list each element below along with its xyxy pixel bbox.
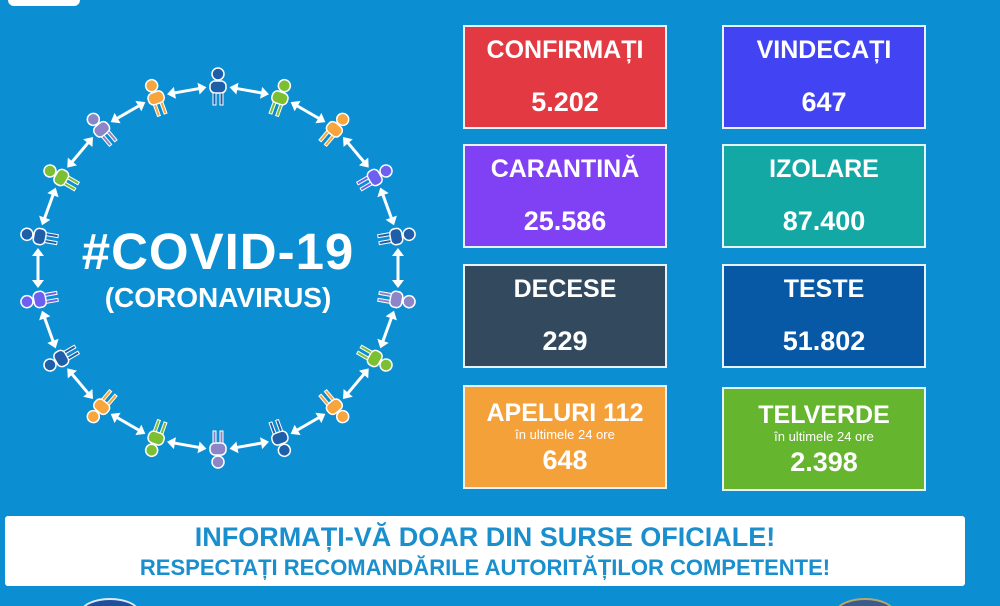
card-value: 2.398	[790, 446, 858, 477]
card-label: APELURI 112	[486, 398, 644, 427]
card-value: 87.400	[782, 206, 866, 236]
card-value: 647	[801, 87, 847, 117]
double-arrow-icon	[167, 82, 207, 99]
card-value: 648	[542, 444, 588, 475]
person-icon	[377, 290, 416, 309]
card-teste: TESTE 51.802	[722, 264, 926, 368]
card-confirmati: CONFIRMAȚI 5.202	[463, 25, 667, 129]
double-arrow-icon	[377, 310, 397, 349]
double-arrow-icon	[290, 100, 326, 124]
person-icon	[209, 430, 227, 469]
card-izolare: IZOLARE 87.400	[722, 144, 926, 248]
card-label: CARANTINĂ	[490, 155, 640, 183]
right-emblem-icon	[835, 598, 895, 606]
person-icon	[268, 78, 292, 118]
double-arrow-icon	[167, 437, 207, 454]
person-icon	[355, 164, 393, 192]
left-emblem-icon	[80, 598, 140, 606]
double-arrow-icon	[290, 412, 326, 436]
double-arrow-icon	[343, 368, 369, 400]
double-arrow-icon	[39, 310, 59, 349]
double-arrow-icon	[392, 248, 404, 288]
double-arrow-icon	[110, 100, 146, 124]
official-sources-banner: INFORMAȚI-VĂ DOAR DIN SURSE OFICIALE! RE…	[5, 516, 965, 586]
double-arrow-icon	[67, 368, 93, 400]
person-icon	[318, 112, 350, 148]
double-arrow-icon	[110, 412, 146, 436]
person-icon	[268, 418, 292, 458]
banner-line-1: INFORMAȚI-VĂ DOAR DIN SURSE OFICIALE!	[194, 522, 776, 552]
person-icon	[377, 227, 416, 246]
person-icon	[144, 418, 168, 458]
card-value: 25.586	[523, 206, 607, 236]
card-value: 229	[542, 326, 588, 356]
card-telverde: TELVERDE în ultimele 24 ore 2.398	[722, 387, 926, 491]
person-icon	[318, 388, 350, 424]
card-label: VINDECAȚI	[756, 36, 892, 64]
person-icon	[43, 164, 81, 192]
card-apeluri-112: APELURI 112 în ultimele 24 ore 648	[463, 385, 667, 489]
card-label: TESTE	[783, 275, 865, 303]
card-label: IZOLARE	[769, 155, 879, 183]
top-logo-badge	[8, 0, 80, 6]
double-arrow-icon	[67, 136, 93, 168]
card-carantina: CARANTINĂ 25.586	[463, 144, 667, 248]
card-label: TELVERDE	[758, 400, 890, 429]
double-arrow-icon	[377, 187, 397, 226]
card-sublabel: în ultimele 24 ore	[515, 426, 615, 442]
card-decese: DECESE 229	[463, 264, 667, 368]
double-arrow-icon	[343, 136, 369, 168]
person-icon	[20, 290, 59, 309]
card-sublabel: în ultimele 24 ore	[774, 428, 874, 444]
banner-line-2: RESPECTAȚI RECOMANDĂRILE AUTORITĂȚILOR C…	[139, 555, 831, 580]
page-title: #COVID-19	[81, 223, 355, 280]
person-icon	[20, 227, 59, 246]
person-icon	[144, 78, 168, 118]
double-arrow-icon	[229, 82, 269, 99]
card-value: 5.202	[531, 87, 599, 117]
person-icon	[86, 112, 118, 148]
card-value: 51.802	[782, 326, 866, 356]
person-icon	[209, 67, 227, 106]
card-label: CONFIRMAȚI	[486, 36, 644, 64]
card-vindecati: VINDECAȚI 647	[722, 25, 926, 129]
person-icon	[43, 344, 81, 372]
double-arrow-icon	[39, 187, 59, 226]
person-icon	[86, 388, 118, 424]
double-arrow-icon	[32, 248, 44, 288]
card-label: DECESE	[513, 275, 617, 303]
people-circle-illustration	[20, 67, 416, 469]
page-subtitle: (CORONAVIRUS)	[104, 282, 332, 313]
double-arrow-icon	[229, 437, 269, 454]
person-icon	[355, 344, 393, 372]
